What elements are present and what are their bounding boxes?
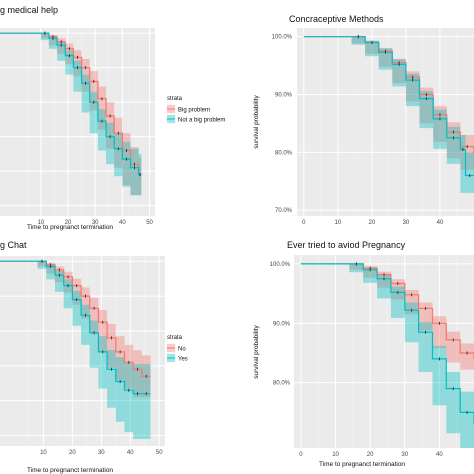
x-tick-label: 10	[37, 220, 44, 226]
plot-area	[0, 31, 142, 196]
x-axis-label: Time to pregnanct termination	[27, 224, 113, 231]
survival-curve	[0, 260, 151, 395]
x-tick-label: 30	[401, 452, 408, 458]
y-tick-label: 70.0%	[275, 208, 293, 214]
x-tick-label: 50	[156, 450, 163, 456]
plot-background	[294, 255, 474, 448]
panel-medical-help: 10 20 30 40 50 g medical help Time to pregnanc…	[0, 5, 225, 231]
plot-area	[0, 259, 151, 439]
y-axis-label: survival probability	[253, 325, 260, 379]
legend-title: strata	[167, 335, 183, 341]
legend-title: strata	[167, 96, 183, 102]
x-tick-label: 10	[40, 450, 47, 456]
legend-entry: Yes	[178, 357, 188, 363]
y-tick-label: 90.0%	[273, 321, 291, 327]
legend-entry: Not a big problem	[178, 118, 225, 124]
plot-background	[0, 256, 165, 446]
confidence-band	[0, 261, 151, 439]
panel-title: Concraceptive Methods	[289, 14, 384, 24]
x-tick-label: 40	[436, 452, 443, 458]
panel-tried-avoid-pregnancy: 0 10 20 30 40 100.0% 90.0% 80.0% Ever tried to a…	[253, 240, 474, 468]
plot-area	[300, 262, 474, 448]
panel-title: g Chat	[0, 240, 27, 250]
x-tick-label: 20	[369, 220, 376, 226]
x-axis-label: Time to pregnanct termination	[27, 467, 113, 474]
panel-contraceptive-methods: 0 10 20 30 40 100.0% 90.0% 80.0% 70.0% Concracept…	[253, 14, 474, 226]
legend-entry: No	[178, 347, 186, 353]
panel-title: Ever tried to aviod Pregnancy	[287, 240, 406, 250]
x-tick-label: 0	[302, 220, 306, 226]
confidence-band	[303, 36, 474, 170]
plot-area	[303, 35, 474, 193]
confidence-band	[300, 263, 474, 448]
x-tick-label: 40	[437, 220, 444, 226]
legend-entry: Big problem	[178, 108, 210, 114]
x-tick-label: 40	[127, 450, 134, 456]
x-tick-label: 20	[65, 220, 72, 226]
x-tick-label: 20	[367, 452, 374, 458]
x-axis-label: Time to pregnanct termination	[319, 461, 405, 468]
panel-title: g medical help	[0, 5, 58, 15]
y-tick-label: 80.0%	[273, 381, 291, 387]
x-tick-label: 10	[335, 220, 342, 226]
panel-chat: 10 20 30 40 50 g Chat Time to pregnanct termin…	[0, 240, 188, 474]
x-tick-label: 30	[403, 220, 410, 226]
confidence-band	[0, 33, 142, 196]
confidence-band	[0, 33, 142, 196]
x-tick-label: 50	[146, 220, 153, 226]
y-axis-label: survival probability	[253, 95, 260, 149]
x-tick-label: 40	[119, 220, 126, 226]
y-tick-label: 90.0%	[275, 93, 293, 99]
x-tick-label: 10	[332, 452, 339, 458]
y-tick-label: 100.0%	[270, 262, 291, 268]
x-tick-label: 0	[299, 452, 303, 458]
survival-curve	[0, 32, 142, 176]
plot-background	[297, 28, 474, 216]
x-tick-label: 30	[92, 220, 99, 226]
confidence-band	[0, 261, 151, 398]
y-tick-label: 100.0%	[272, 35, 293, 41]
plot-background	[0, 28, 155, 216]
survival-curve	[303, 36, 474, 177]
y-tick-label: 80.0%	[275, 150, 293, 156]
x-tick-label: 30	[98, 450, 105, 456]
x-tick-label: 20	[69, 450, 76, 456]
confidence-band	[300, 263, 474, 370]
